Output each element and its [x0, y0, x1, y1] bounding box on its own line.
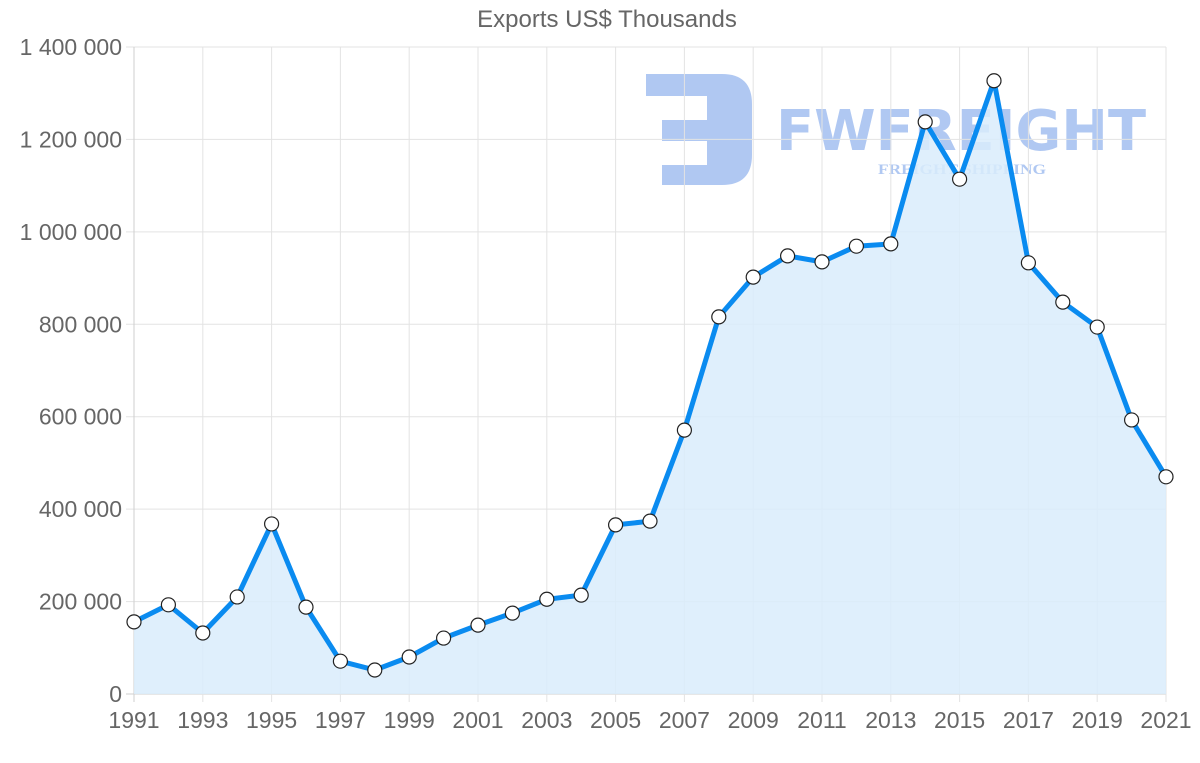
x-tick-label: 2007 — [659, 707, 710, 733]
y-tick-label: 1 200 000 — [20, 126, 122, 152]
watermark-brand: FWFREIGHT — [776, 99, 1146, 164]
data-point[interactable] — [883, 236, 899, 252]
x-tick-label: 2017 — [1003, 707, 1054, 733]
x-tick-label: 2009 — [728, 707, 779, 733]
x-axis: 1991 1993 1995 1997 1999 2001 2003 2005 2007 2009… — [108, 707, 1191, 733]
data-point[interactable] — [401, 649, 417, 665]
x-tick-label: 2019 — [1072, 707, 1123, 733]
data-point[interactable] — [745, 269, 761, 285]
data-point[interactable] — [126, 614, 142, 630]
watermark-logo-icon — [646, 74, 752, 185]
x-tick-label: 2003 — [521, 707, 572, 733]
chart-title: Exports US$ Thousands — [477, 6, 737, 33]
x-tick-label: 2015 — [934, 707, 985, 733]
x-tick-label: 1993 — [177, 707, 228, 733]
area-fill — [134, 80, 1166, 694]
x-tick-label: 2001 — [452, 707, 503, 733]
data-point[interactable] — [917, 114, 933, 130]
y-tick-label: 200 000 — [39, 589, 122, 615]
data-point[interactable] — [160, 597, 176, 613]
y-tick-label: 1 000 000 — [20, 219, 122, 245]
y-tick-label: 800 000 — [39, 311, 122, 337]
x-tick-label: 2011 — [797, 707, 846, 733]
data-point[interactable] — [229, 589, 245, 605]
data-point[interactable] — [676, 422, 693, 438]
data-point[interactable] — [367, 662, 383, 678]
x-tick-label: 1997 — [315, 707, 366, 733]
data-point[interactable] — [436, 630, 452, 646]
y-tick-label: 600 000 — [39, 404, 122, 430]
y-tick-label: 1 400 000 — [20, 34, 122, 60]
data-point[interactable] — [1055, 294, 1071, 310]
data-point[interactable] — [1158, 469, 1174, 485]
data-point[interactable] — [332, 653, 348, 669]
data-point[interactable] — [607, 517, 624, 533]
y-axis: 0 200 000 400 000 600 000 800 000 1 000 000 1 … — [20, 34, 122, 707]
x-tick-label: 1991 — [108, 707, 159, 733]
data-point[interactable] — [573, 587, 589, 603]
y-tick-label: 400 000 — [39, 496, 122, 522]
data-point[interactable] — [1089, 319, 1105, 335]
data-point[interactable] — [1123, 412, 1140, 428]
data-point[interactable] — [504, 605, 521, 621]
data-point[interactable] — [711, 309, 727, 325]
data-point[interactable] — [642, 513, 658, 529]
data-point[interactable] — [986, 73, 1002, 89]
x-tick-label: 2005 — [590, 707, 641, 733]
data-point[interactable] — [814, 254, 830, 270]
x-tick-label: 2021 — [1140, 707, 1191, 733]
data-point[interactable] — [1020, 255, 1037, 271]
data-point[interactable] — [298, 599, 314, 615]
x-tick-label: 1995 — [246, 707, 297, 733]
x-tick-label: 2013 — [865, 707, 916, 733]
data-point[interactable] — [470, 617, 486, 633]
x-tick-label: 1999 — [384, 707, 435, 733]
data-point[interactable] — [951, 171, 968, 187]
y-tick-label: 0 — [109, 681, 122, 707]
data-point[interactable] — [195, 625, 211, 641]
data-points — [126, 73, 1174, 678]
data-point[interactable] — [539, 591, 555, 607]
data-point[interactable] — [264, 516, 280, 532]
data-point[interactable] — [848, 238, 865, 254]
data-point[interactable] — [779, 248, 796, 264]
